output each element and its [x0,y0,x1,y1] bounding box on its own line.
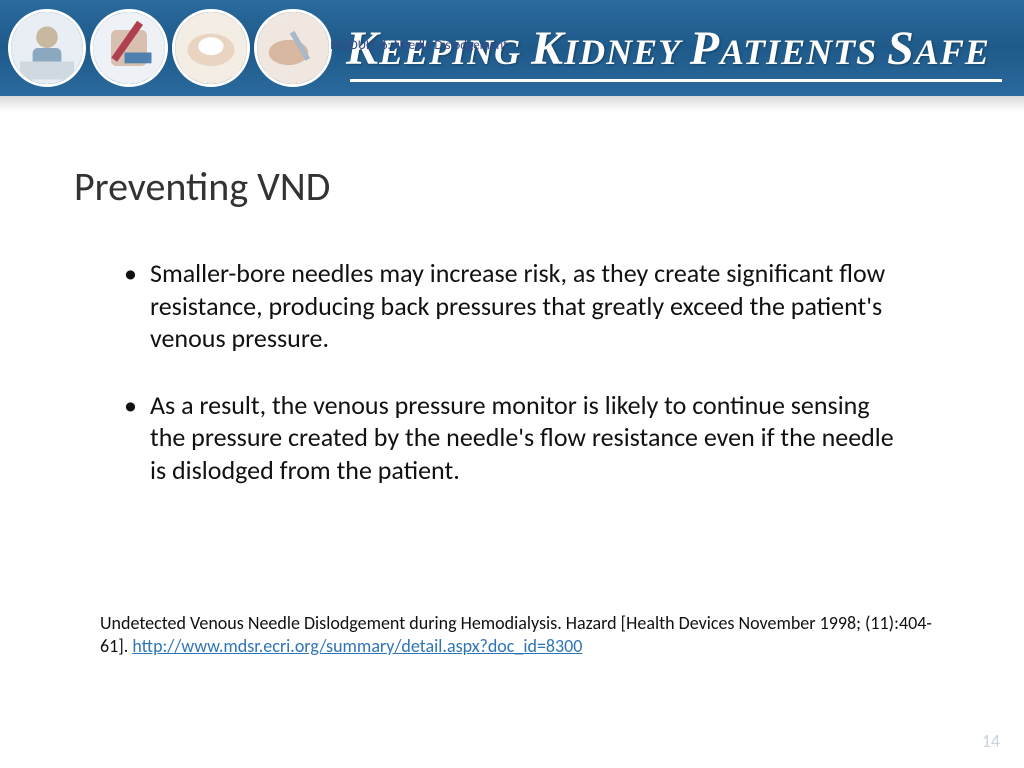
page-number: 14 [982,730,1000,752]
bullet-item: Smaller-bore needles may increase risk, … [150,257,950,355]
banner-circle-4 [254,9,332,87]
header-banner: KEEPING KIDNEY PATIENTS SAFE MODULE 6: N… [0,0,1024,96]
bullet-item: As a result, the venous pressure monitor… [150,389,950,487]
citation-link[interactable]: http://www.mdsr.ecri.org/summary/detail.… [132,635,582,657]
banner-image-circles [8,9,332,87]
banner-underline [350,79,1002,82]
citation: Undetected Venous Needle Dislodgement du… [100,612,944,657]
banner-shadow [0,96,1024,112]
banner-circle-2 [90,9,168,87]
slide-content: Preventing VND Smaller-bore needles may … [0,96,1024,486]
banner-circle-3 [172,9,250,87]
bullet-list: Smaller-bore needles may increase risk, … [74,257,950,486]
slide-title: Preventing VND [74,162,950,211]
module-label: MODULE 6: Needle Dislodgement [330,38,508,53]
banner-circle-1 [8,9,86,87]
